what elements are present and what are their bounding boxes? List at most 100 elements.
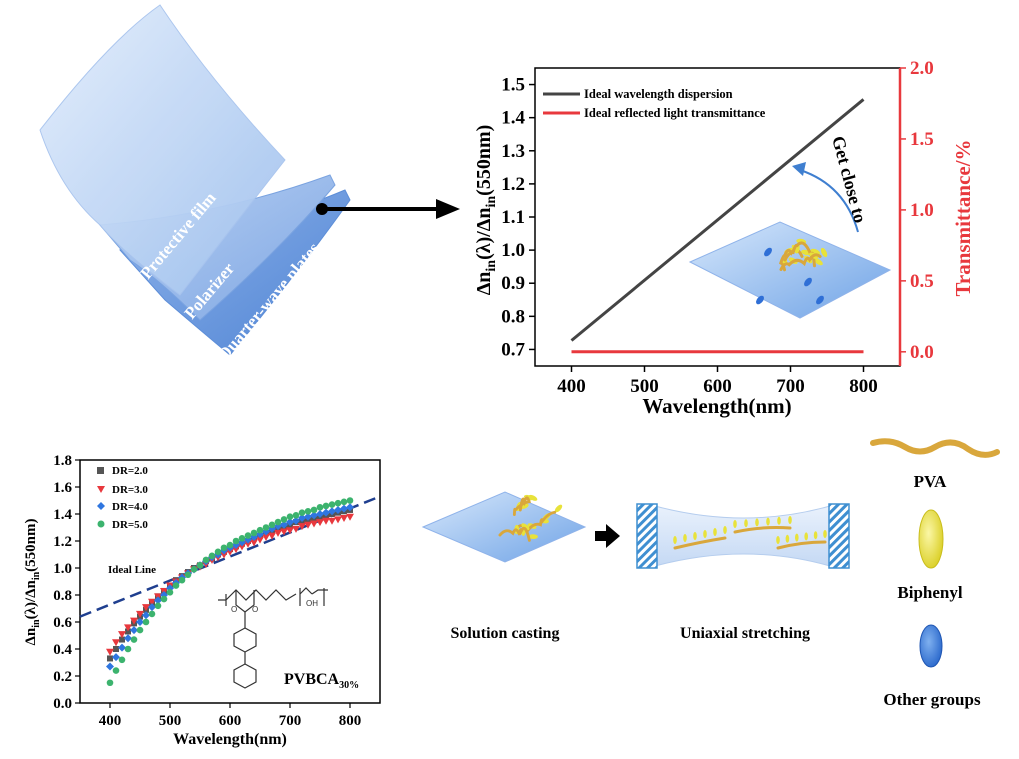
aligned-biphenyl-unit — [804, 532, 808, 541]
chart1-ytick-left-label: 0.7 — [501, 339, 525, 360]
chart2-point — [262, 533, 270, 541]
chart1-legend: Ideal wavelength dispersion Ideal reflec… — [543, 87, 766, 120]
chart2-series-DR=5.0 — [106, 497, 354, 687]
chart2-point — [107, 655, 113, 662]
chart2-point — [130, 626, 138, 635]
solution-casting-film — [421, 491, 587, 563]
chart2-point — [178, 576, 186, 584]
chart1-ytick-right-label: 0.0 — [910, 342, 934, 363]
aligned-biphenyl-unit — [703, 530, 707, 538]
chart2-point — [274, 529, 282, 537]
process-arrow — [595, 524, 620, 548]
chart2-xtick-label: 600 — [219, 713, 242, 729]
aligned-biphenyl-unit — [693, 532, 697, 540]
stretch-clamp-left — [636, 503, 658, 569]
chart2-ytick-label: 0.8 — [53, 588, 72, 604]
polymer-chain-cluster — [779, 238, 828, 272]
chart2-point — [142, 611, 150, 620]
chart2-legend: DR=2.0 DR=3.0 DR=4.0 DR=5.0 — [97, 465, 148, 531]
svg-text:O: O — [231, 605, 237, 614]
stretched-pva-chain — [673, 536, 727, 550]
chart1-ytick-right-label: 1.0 — [910, 200, 934, 221]
chart2-point — [340, 504, 348, 513]
chart2-point — [148, 598, 156, 606]
chart2-point — [292, 516, 300, 525]
chart2-point — [286, 527, 294, 535]
legend-pva-label: PVA — [914, 472, 947, 491]
process-step2-label: Uniaxial stretching — [680, 625, 810, 642]
legend-biphenyl-label: Biphenyl — [897, 583, 962, 602]
chart2-point — [118, 631, 126, 639]
chart1-ytick-left-label: 1.3 — [501, 141, 525, 162]
aligned-biphenyl-unit — [795, 533, 799, 542]
pvbca-label: PVBCA30% — [284, 671, 359, 691]
chart2-point — [136, 610, 144, 618]
chart1-ytick-left-label: 0.8 — [501, 306, 525, 327]
chart2-ytick-label: 1.6 — [53, 480, 72, 496]
chart2-ideal-line-label: Ideal Line — [108, 564, 156, 576]
polymer-chain-cluster — [498, 494, 563, 542]
other-group-unit — [816, 295, 824, 305]
chart2-point — [142, 604, 150, 612]
chart2-point — [268, 521, 276, 529]
other-groups-icon — [919, 624, 943, 668]
aligned-biphenyl-unit — [777, 516, 781, 525]
chart2-point — [262, 524, 270, 531]
chart1-inset-film — [688, 221, 892, 319]
stretched-film — [654, 505, 831, 567]
aligned-biphenyl-unit — [723, 526, 727, 534]
stretched-pva-chain — [776, 540, 827, 550]
chart-ideal-dispersion: 400 500 600 700 800 0.7 0.8 0.9 1.0 1.1 1.2 1.3 1.4… — [473, 58, 975, 418]
chart2-point — [202, 556, 210, 564]
process-step1-label: Solution casting — [451, 625, 560, 642]
chart2-point — [298, 523, 306, 531]
chart1-ytick-right-label: 0.5 — [910, 271, 934, 292]
chart2-legend-dr2: DR=2.0 — [112, 465, 148, 477]
biphenyl-unit — [528, 534, 538, 539]
chart2-ytick-label: 1.4 — [53, 507, 72, 523]
legend-other-label: Other groups — [883, 690, 981, 709]
biphenyl-icon — [918, 509, 944, 569]
pva-chain-icon — [870, 438, 1000, 458]
chart1-legend-label-1: Ideal wavelength dispersion — [584, 87, 733, 101]
chart2-point — [346, 513, 354, 521]
aligned-biphenyl-unit — [766, 517, 770, 526]
chart2-point — [250, 529, 258, 537]
pointer-arrow — [316, 199, 460, 219]
chart2-point — [328, 517, 336, 525]
chart1-annotation: Get close to — [828, 134, 870, 225]
chart1-ytick-left-label: 1.2 — [501, 174, 525, 195]
chart1-ytick-left-label: 1.0 — [501, 240, 525, 261]
chart2-point — [322, 508, 330, 517]
aligned-biphenyl-unit — [776, 536, 780, 544]
chart2-xtick-label: 700 — [279, 713, 302, 729]
pvbca-structure-atoms: O O OH — [231, 599, 318, 614]
chart2-point — [113, 646, 119, 652]
chart2-legend-dr4: DR=4.0 — [112, 501, 148, 513]
chart1-ytick-left-label: 0.9 — [501, 273, 525, 294]
chart2-point — [268, 532, 276, 540]
chart2-point — [142, 618, 150, 626]
chart1-ylabel-right: Transmittance/% — [951, 139, 975, 296]
chart2-legend-dr3: DR=3.0 — [112, 484, 148, 496]
chart2-point — [346, 503, 354, 512]
chart2-point — [106, 648, 114, 656]
chart2-point — [256, 526, 264, 534]
chart2-point — [238, 535, 246, 542]
other-group-unit — [756, 295, 764, 305]
biphenyl-unit — [521, 523, 530, 531]
biphenyl-unit — [814, 258, 823, 266]
stretch-clamp-right — [828, 503, 850, 569]
aligned-biphenyl-unit — [823, 530, 827, 538]
chart2-point — [292, 525, 300, 533]
chart2-point — [250, 539, 258, 547]
chart2-point — [280, 520, 288, 529]
chart2-ytick-label: 1.8 — [53, 453, 72, 469]
svg-text:O: O — [252, 605, 258, 614]
chart2-point — [136, 618, 144, 626]
chart2-point — [298, 509, 306, 516]
chart2-point — [118, 656, 126, 664]
chart2-point — [238, 543, 246, 551]
chart2-point — [244, 540, 252, 548]
